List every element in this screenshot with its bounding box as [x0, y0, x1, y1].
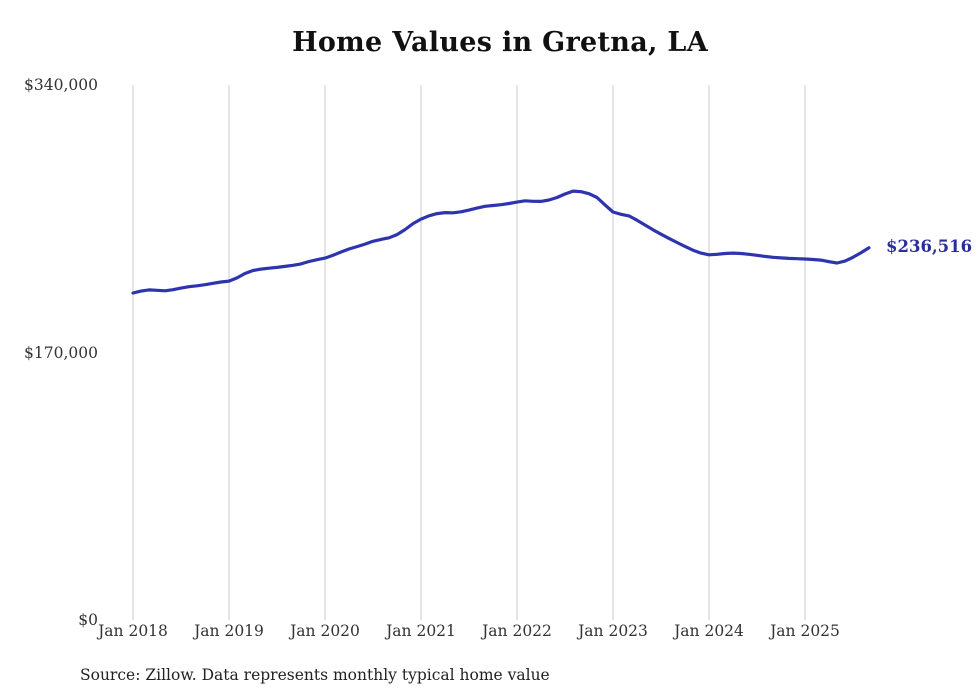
y-axis-tick-label: $340,000	[24, 76, 98, 94]
x-axis-tick-label: Jan 2022	[482, 622, 552, 640]
x-axis-tick-label: Jan 2019	[194, 622, 264, 640]
x-axis-tick-label: Jan 2023	[578, 622, 648, 640]
source-attribution: Source: Zillow. Data represents monthly …	[80, 666, 550, 684]
x-axis-tick-label: Jan 2024	[674, 622, 744, 640]
x-axis-tick-label: Jan 2020	[290, 622, 360, 640]
chart-title: Home Values in Gretna, LA	[292, 27, 708, 58]
latest-value-label: $236,516	[886, 236, 973, 256]
x-axis-tick-label: Jan 2018	[98, 622, 168, 640]
home-value-line	[131, 189, 871, 295]
x-axis-tick-label: Jan 2021	[386, 622, 456, 640]
y-axis-tick-label: $170,000	[24, 343, 98, 362]
x-axis-tick-label: Jan 2025	[770, 622, 840, 640]
y-axis-tick-label: $0	[78, 611, 98, 629]
